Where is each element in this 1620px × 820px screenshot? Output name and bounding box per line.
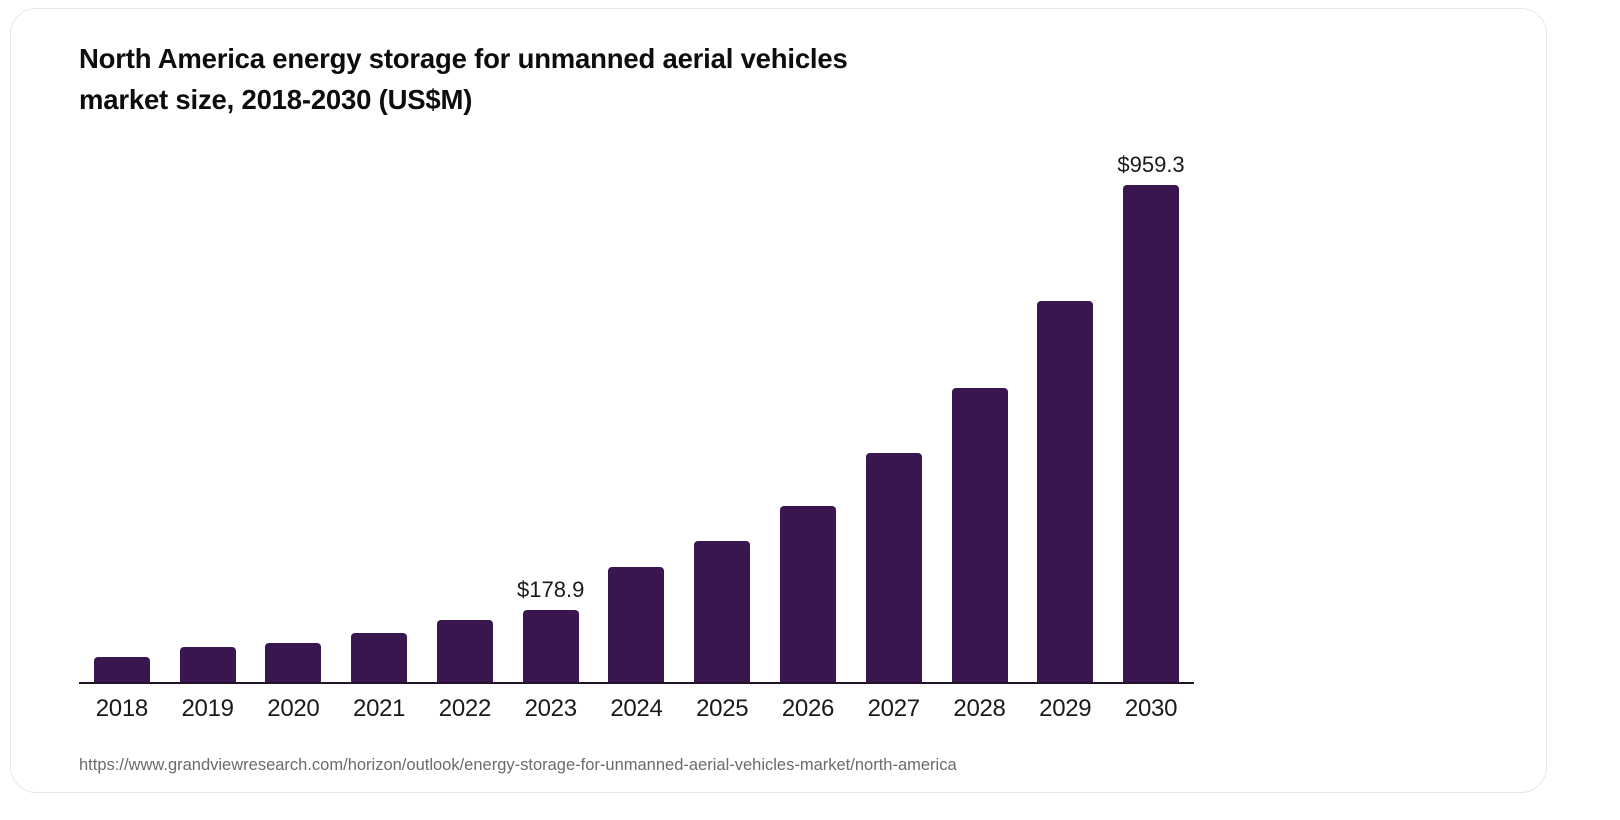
x-tick-2025: 2025	[696, 695, 749, 722]
bar-group-2025[interactable]	[679, 139, 765, 682]
bar-group-2023[interactable]: $178.9	[508, 139, 594, 682]
bar-group-2019[interactable]	[165, 139, 251, 682]
bar-group-2022[interactable]	[422, 139, 508, 682]
bar-2025[interactable]	[694, 541, 751, 682]
bar-value-label-2023: $178.9	[517, 577, 585, 602]
x-tick-2030: 2030	[1124, 695, 1178, 722]
bar-group-2018[interactable]	[79, 139, 165, 682]
bar-group-2020[interactable]	[251, 139, 337, 682]
bar-2024[interactable]	[608, 567, 665, 682]
x-tick-2020: 2020	[267, 695, 320, 722]
x-tick-2022: 2022	[438, 695, 492, 722]
x-tick-2027: 2027	[867, 695, 921, 722]
bar-2020[interactable]	[265, 642, 322, 682]
x-tick-2024: 2024	[610, 695, 663, 722]
x-axis-line	[79, 682, 1194, 684]
bar-group-2024[interactable]	[594, 139, 680, 682]
x-axis-tick-labels: 2018 2019 2020 2021 2022 2023 2024 2025 …	[79, 695, 1194, 723]
bar-2027[interactable]	[865, 453, 922, 682]
bar-series: $178.9	[79, 139, 1194, 682]
chart-card: North America energy storage for unmanne…	[10, 8, 1547, 793]
bar-2029[interactable]	[1037, 301, 1094, 682]
source-url[interactable]: https://www.grandviewresearch.com/horizo…	[79, 756, 957, 774]
bar-group-2021[interactable]	[336, 139, 422, 682]
bar-2019[interactable]	[179, 646, 236, 682]
bar-group-2026[interactable]	[765, 139, 851, 682]
bar-group-2029[interactable]	[1022, 139, 1108, 682]
x-tick-2021: 2021	[353, 695, 406, 722]
bar-group-2027[interactable]	[851, 139, 937, 682]
bar-2023[interactable]	[522, 610, 579, 682]
bar-value-label-2030: $959.3	[1117, 152, 1185, 177]
x-tick-2023: 2023	[524, 695, 578, 722]
x-tick-2019: 2019	[181, 695, 235, 722]
bar-2022[interactable]	[436, 619, 493, 682]
bar-2018[interactable]	[93, 657, 150, 682]
chart-title: North America energy storage for unmanne…	[79, 43, 848, 115]
x-tick-2029: 2029	[1039, 695, 1092, 722]
x-tick-2018: 2018	[95, 695, 149, 722]
bar-2026[interactable]	[779, 505, 836, 682]
bar-group-2030[interactable]: $959.3	[1108, 139, 1194, 682]
bar-2021[interactable]	[351, 633, 408, 682]
bar-group-2028[interactable]	[937, 139, 1023, 682]
x-tick-2026: 2026	[781, 695, 835, 722]
x-tick-2028: 2028	[953, 695, 1006, 722]
plot-area: $178.9	[79, 139, 1209, 684]
bar-2030[interactable]	[1123, 185, 1180, 682]
bar-2028[interactable]	[951, 387, 1008, 682]
